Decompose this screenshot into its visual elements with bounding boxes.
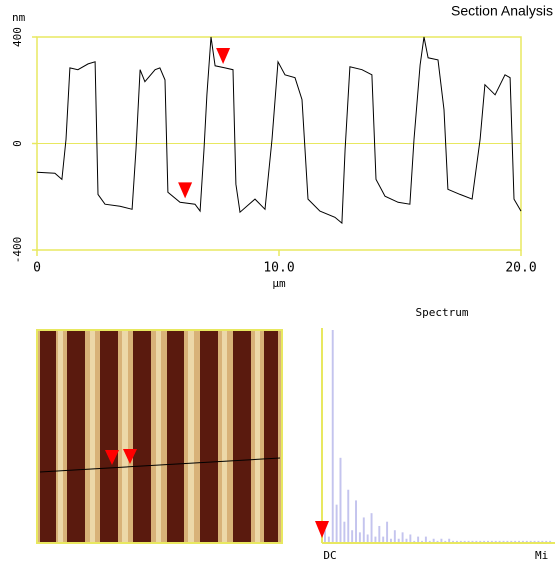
- page-title: Section Analysis: [451, 3, 553, 19]
- spectrum-bar: [402, 532, 404, 543]
- x-axis-label: µm: [272, 277, 286, 290]
- spectrum-bar: [378, 526, 380, 543]
- x-tick-label: 20.0: [505, 261, 536, 276]
- y-tick-label: 400: [11, 27, 24, 47]
- page: Section Analysis nm µm -400 0 400 0 10.0 20.0 Sp…: [0, 0, 555, 562]
- dc-cursor: [315, 521, 329, 538]
- x-tick-label: 0: [33, 261, 41, 276]
- x-tick-label: 10.0: [263, 261, 294, 276]
- y-axis-label: nm: [12, 11, 26, 24]
- spectrum-bar: [347, 490, 349, 543]
- spectrum-bar: [371, 513, 373, 543]
- spectrum-title: Spectrum: [416, 306, 469, 319]
- spectrum-bar: [386, 522, 388, 543]
- spectrum-bar: [359, 532, 361, 543]
- profile-line: [37, 37, 521, 223]
- x-tick-label: DC: [323, 549, 336, 562]
- spectrum-bar: [351, 530, 353, 543]
- spectrum-bar: [355, 500, 357, 543]
- spectrum-bar: [340, 458, 342, 543]
- y-tick-label: 0: [11, 140, 24, 147]
- x-tick-label: Mi: [535, 549, 548, 562]
- spectrum-bar: [332, 330, 334, 543]
- y-tick-label: -400: [11, 237, 24, 264]
- spectrum-bar: [367, 534, 369, 543]
- spectrum-bar: [394, 530, 396, 543]
- section-analysis: Section Analysis nm µm -400 0 400 0 10.0 20.0 Sp…: [0, 0, 555, 562]
- cursor-marker: [216, 48, 230, 64]
- spectrum-bar: [343, 522, 345, 543]
- spectrum-bar: [363, 517, 365, 543]
- spectrum-bar: [409, 534, 411, 543]
- cursor-marker: [178, 182, 192, 198]
- spectrum-bar: [336, 505, 338, 543]
- afm-image: [37, 330, 282, 543]
